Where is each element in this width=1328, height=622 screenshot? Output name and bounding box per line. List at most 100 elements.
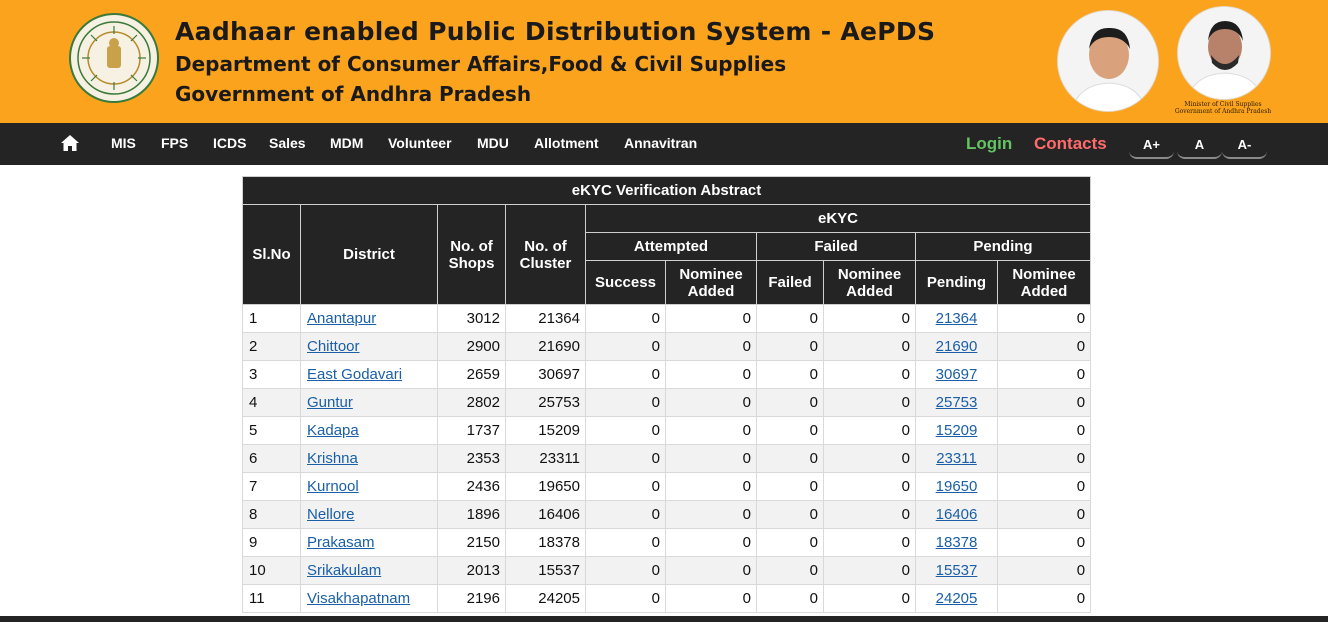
failed-cell: 0 xyxy=(756,444,824,473)
pending-nominee-cell: 0 xyxy=(996,528,1092,557)
district-link[interactable]: East Godavari xyxy=(307,366,403,383)
pending-cell: 15537 xyxy=(915,556,998,585)
district-cell: Chittoor xyxy=(300,332,438,361)
shops-cell: 2150 xyxy=(437,528,506,557)
cluster-cell: 15209 xyxy=(505,416,586,445)
failed-cell: 0 xyxy=(756,500,824,529)
failed-nominee-cell: 0 xyxy=(823,500,916,529)
table-row: 1 Anantapur 3012 21364 0 0 0 0 21364 0 xyxy=(242,304,1092,333)
header-cluster: No. of Cluster xyxy=(505,204,586,305)
failed-nominee-cell: 0 xyxy=(823,528,916,557)
header-attempted-nominee: Nominee Added xyxy=(665,260,757,305)
nav-fps[interactable]: FPS xyxy=(161,135,189,151)
shops-cell: 2196 xyxy=(437,584,506,613)
district-link[interactable]: Guntur xyxy=(307,394,353,411)
main-navbar: MIS FPS ICDS Sales MDM Volunteer MDU All… xyxy=(0,123,1328,165)
pending-count-link[interactable]: 15209 xyxy=(935,422,978,439)
attempted-nominee-cell: 0 xyxy=(665,472,757,501)
district-link[interactable]: Krishna xyxy=(307,450,358,467)
failed-nominee-cell: 0 xyxy=(823,332,916,361)
nav-sales[interactable]: Sales xyxy=(269,135,306,151)
shops-cell: 2436 xyxy=(437,472,506,501)
table-row: 7 Kurnool 2436 19650 0 0 0 0 19650 0 xyxy=(242,472,1092,501)
failed-cell: 0 xyxy=(756,332,824,361)
cluster-cell: 24205 xyxy=(505,584,586,613)
pending-count-link[interactable]: 21690 xyxy=(935,338,978,355)
district-link[interactable]: Kurnool xyxy=(307,478,359,495)
pending-nominee-cell: 0 xyxy=(996,472,1092,501)
table-row: 5 Kadapa 1737 15209 0 0 0 0 15209 0 xyxy=(242,416,1092,445)
login-link[interactable]: Login xyxy=(966,134,1013,153)
header-failed-nominee: Nominee Added xyxy=(823,260,916,305)
ekyc-abstract-table: eKYC Verification Abstract Sl.No Distric… xyxy=(241,176,1092,613)
success-cell: 0 xyxy=(585,388,666,417)
shops-cell: 2900 xyxy=(437,332,506,361)
success-cell: 0 xyxy=(585,584,666,613)
contacts-link[interactable]: Contacts xyxy=(1034,134,1107,153)
nav-allotment[interactable]: Allotment xyxy=(534,135,599,151)
header-pending-nominee: Nominee Added xyxy=(996,260,1092,305)
nav-annavitran[interactable]: Annavitran xyxy=(624,135,698,151)
success-cell: 0 xyxy=(585,528,666,557)
shops-cell: 1737 xyxy=(437,416,506,445)
home-icon[interactable] xyxy=(60,134,80,152)
attempted-nominee-cell: 0 xyxy=(665,584,757,613)
pending-count-link[interactable]: 25753 xyxy=(935,394,978,411)
pending-count-link[interactable]: 21364 xyxy=(935,310,978,327)
pending-count-link[interactable]: 30697 xyxy=(935,366,978,383)
shops-cell: 2353 xyxy=(437,444,506,473)
success-cell: 0 xyxy=(585,332,666,361)
success-cell: 0 xyxy=(585,416,666,445)
district-link[interactable]: Kadapa xyxy=(307,422,359,439)
font-increase-button[interactable]: A+ xyxy=(1129,135,1174,159)
district-link[interactable]: Srikakulam xyxy=(307,562,382,579)
district-link[interactable]: Chittoor xyxy=(307,338,360,355)
sl-no-cell: 4 xyxy=(242,388,301,417)
table-body: 1 Anantapur 3012 21364 0 0 0 0 21364 0 2 Chittoor 29… xyxy=(242,304,1092,613)
pending-cell: 23311 xyxy=(915,444,998,473)
table-row: 8 Nellore 1896 16406 0 0 0 0 16406 0 xyxy=(242,500,1092,529)
nav-mis[interactable]: MIS xyxy=(111,135,136,151)
pending-count-link[interactable]: 18378 xyxy=(935,534,978,551)
cluster-cell: 15537 xyxy=(505,556,586,585)
district-link[interactable]: Prakasam xyxy=(307,534,375,551)
pending-count-link[interactable]: 16406 xyxy=(935,506,978,523)
pending-nominee-cell: 0 xyxy=(996,444,1092,473)
ekyc-abstract-table-wrap: eKYC Verification Abstract Sl.No Distric… xyxy=(241,176,1092,613)
pending-nominee-cell: 0 xyxy=(996,416,1092,445)
pending-count-link[interactable]: 23311 xyxy=(936,450,977,467)
cluster-cell: 16406 xyxy=(505,500,586,529)
nav-mdm[interactable]: MDM xyxy=(330,135,364,151)
government-name: Government of Andhra Pradesh xyxy=(175,82,532,106)
table-caption: eKYC Verification Abstract xyxy=(241,176,1092,205)
sl-no-cell: 9 xyxy=(242,528,301,557)
font-normal-button[interactable]: A xyxy=(1177,135,1222,159)
district-link[interactable]: Nellore xyxy=(307,506,355,523)
nav-volunteer[interactable]: Volunteer xyxy=(388,135,452,151)
chief-minister-photo xyxy=(1057,10,1159,112)
sl-no-cell: 3 xyxy=(242,360,301,389)
cluster-cell: 21690 xyxy=(505,332,586,361)
failed-nominee-cell: 0 xyxy=(823,304,916,333)
success-cell: 0 xyxy=(585,472,666,501)
district-link[interactable]: Anantapur xyxy=(307,310,377,327)
font-decrease-button[interactable]: A- xyxy=(1222,135,1267,159)
attempted-nominee-cell: 0 xyxy=(665,304,757,333)
pending-nominee-cell: 0 xyxy=(996,556,1092,585)
failed-cell: 0 xyxy=(756,528,824,557)
pending-cell: 16406 xyxy=(915,500,998,529)
attempted-nominee-cell: 0 xyxy=(665,416,757,445)
nav-mdu[interactable]: MDU xyxy=(477,135,509,151)
nav-icds[interactable]: ICDS xyxy=(213,135,247,151)
pending-count-link[interactable]: 19650 xyxy=(935,478,978,495)
attempted-nominee-cell: 0 xyxy=(665,528,757,557)
pending-count-link[interactable]: 24205 xyxy=(935,590,978,607)
pending-cell: 24205 xyxy=(915,584,998,613)
district-link[interactable]: Visakhapatnam xyxy=(307,590,411,607)
district-cell: Srikakulam xyxy=(300,556,438,585)
district-cell: East Godavari xyxy=(300,360,438,389)
pending-count-link[interactable]: 15537 xyxy=(935,562,978,579)
failed-nominee-cell: 0 xyxy=(823,444,916,473)
pending-cell: 15209 xyxy=(915,416,998,445)
failed-nominee-cell: 0 xyxy=(823,584,916,613)
